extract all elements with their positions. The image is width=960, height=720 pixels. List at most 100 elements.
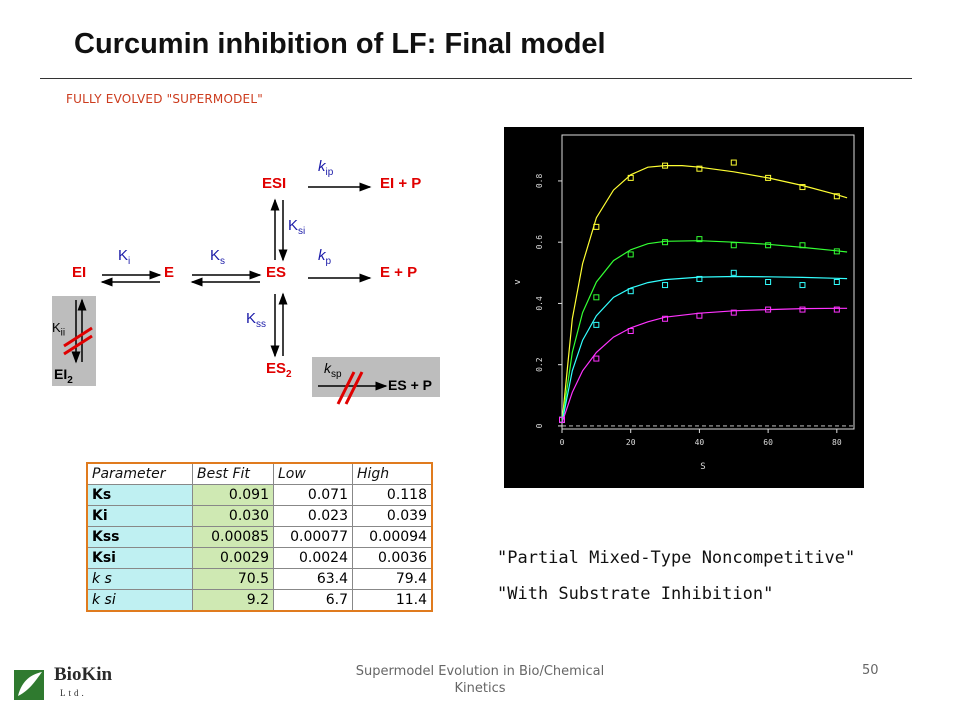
y-tick-label: 0.4: [535, 296, 544, 311]
header-best-fit: Best Fit: [192, 462, 274, 485]
data-point: [696, 236, 703, 243]
species-ei: EI: [72, 264, 87, 281]
param-low: 0.071: [273, 484, 353, 506]
table-row: Ki 0.030 0.023 0.039: [86, 505, 433, 527]
param-low: 0.023: [273, 505, 353, 527]
param-name: k s: [86, 568, 193, 590]
data-point: [799, 306, 806, 313]
param-low: 0.00077: [273, 526, 353, 548]
data-point: [765, 174, 772, 181]
table-row: Kss 0.00085 0.00077 0.00094: [86, 526, 433, 548]
const-kip: kip: [318, 158, 334, 178]
const-kp: kp: [318, 247, 332, 267]
param-low: 63.4: [273, 568, 353, 590]
data-point: [799, 282, 806, 289]
data-point: [593, 294, 600, 301]
product-e-p: E + P: [380, 264, 418, 281]
data-point: [593, 321, 600, 328]
data-point: [730, 159, 737, 166]
species-e: E: [164, 264, 175, 281]
data-point: [765, 242, 772, 249]
param-high: 0.039: [352, 505, 433, 527]
x-axis-label: S: [700, 462, 705, 472]
param-best-fit: 0.00085: [192, 526, 274, 548]
reaction-scheme: EI E ES ESI ES2 EI + P E + P ES + P EI2 …: [0, 0, 460, 420]
data-point: [696, 312, 703, 319]
model-description-line2: "With Substrate Inhibition": [497, 584, 774, 604]
species-ei2: EI2: [54, 366, 73, 386]
fit-curve: [561, 240, 848, 423]
title-divider: [40, 78, 912, 79]
param-high: 79.4: [352, 568, 433, 590]
param-best-fit: 0.030: [192, 505, 274, 527]
data-point: [662, 162, 669, 169]
data-point: [696, 275, 703, 282]
y-axis-label: v: [513, 279, 523, 284]
param-best-fit: 9.2: [192, 589, 274, 612]
data-point: [627, 174, 634, 181]
slide-title: Curcumin inhibition of LF: Final model: [74, 28, 606, 60]
species-esi: ESI: [262, 175, 287, 192]
product-es-p: ES + P: [388, 377, 432, 393]
fit-curve: [561, 165, 848, 423]
const-ksi: Ksi: [288, 217, 306, 237]
param-name: Ks: [86, 484, 193, 506]
const-ksp: ksp: [324, 360, 342, 380]
data-point: [833, 193, 840, 200]
plot-svg: 0 20 40 60 80 0 0.2 0.4 0.6 0.8 Sv: [513, 134, 855, 472]
data-point: [559, 416, 565, 423]
y-tick-label: 0.2: [535, 357, 544, 372]
data-point: [765, 306, 772, 313]
data-point: [730, 269, 737, 276]
table-row: k s 70.5 63.4 79.4: [86, 568, 433, 590]
const-ks: Ks: [210, 247, 226, 267]
x-tick-label: 0: [560, 438, 565, 447]
header-parameter: Parameter: [86, 462, 193, 485]
x-tick-label: 40: [695, 438, 705, 447]
data-point: [627, 288, 634, 295]
parameter-table: Parameter Best Fit Low High Ks 0.091 0.071…: [86, 462, 433, 612]
param-high: 0.118: [352, 484, 433, 506]
slide-subtitle: FULLY EVOLVED "SUPERMODEL": [66, 92, 263, 106]
scheme-arrows: [52, 182, 440, 405]
data-point: [833, 279, 840, 285]
leaf-icon: [14, 670, 44, 700]
data-point: [627, 251, 634, 258]
fit-curve: [561, 275, 848, 424]
const-kss: Kss: [246, 310, 267, 330]
data-point: [833, 248, 840, 255]
biokin-logo: BioKin Ltd.: [14, 664, 124, 704]
data-point: [730, 242, 737, 249]
data-point: [627, 328, 634, 334]
y-tick-label: 0.6: [535, 235, 544, 250]
x-tick-label: 20: [626, 438, 636, 447]
data-point: [799, 184, 806, 191]
param-name: Kss: [86, 526, 193, 548]
data-point: [662, 282, 669, 289]
page-number: 50: [862, 663, 879, 678]
model-description-line1: "Partial Mixed-Type Noncompetitive": [497, 548, 856, 568]
header-low: Low: [273, 462, 353, 485]
param-low: 6.7: [273, 589, 353, 612]
const-ki: Ki: [118, 247, 131, 267]
table-row: Ks 0.091 0.071 0.118: [86, 484, 433, 506]
table-header-row: Parameter Best Fit Low High: [86, 462, 433, 485]
param-best-fit: 0.091: [192, 484, 274, 506]
data-point: [730, 309, 737, 316]
y-tick-label: 0: [535, 423, 544, 428]
param-best-fit: 70.5: [192, 568, 274, 590]
param-best-fit: 0.0029: [192, 547, 274, 569]
param-high: 0.0036: [352, 547, 433, 569]
param-name: Ksi: [86, 547, 193, 569]
product-ei-p: EI + P: [380, 175, 422, 192]
plot-frame: [561, 134, 855, 430]
param-low: 0.0024: [273, 547, 353, 569]
param-name: Ki: [86, 505, 193, 527]
fit-curve: [561, 307, 848, 424]
header-high: High: [352, 462, 433, 485]
x-tick-label: 80: [832, 438, 842, 447]
species-es2: ES2: [266, 360, 292, 380]
species-es: ES: [266, 264, 287, 281]
data-point: [593, 223, 600, 230]
